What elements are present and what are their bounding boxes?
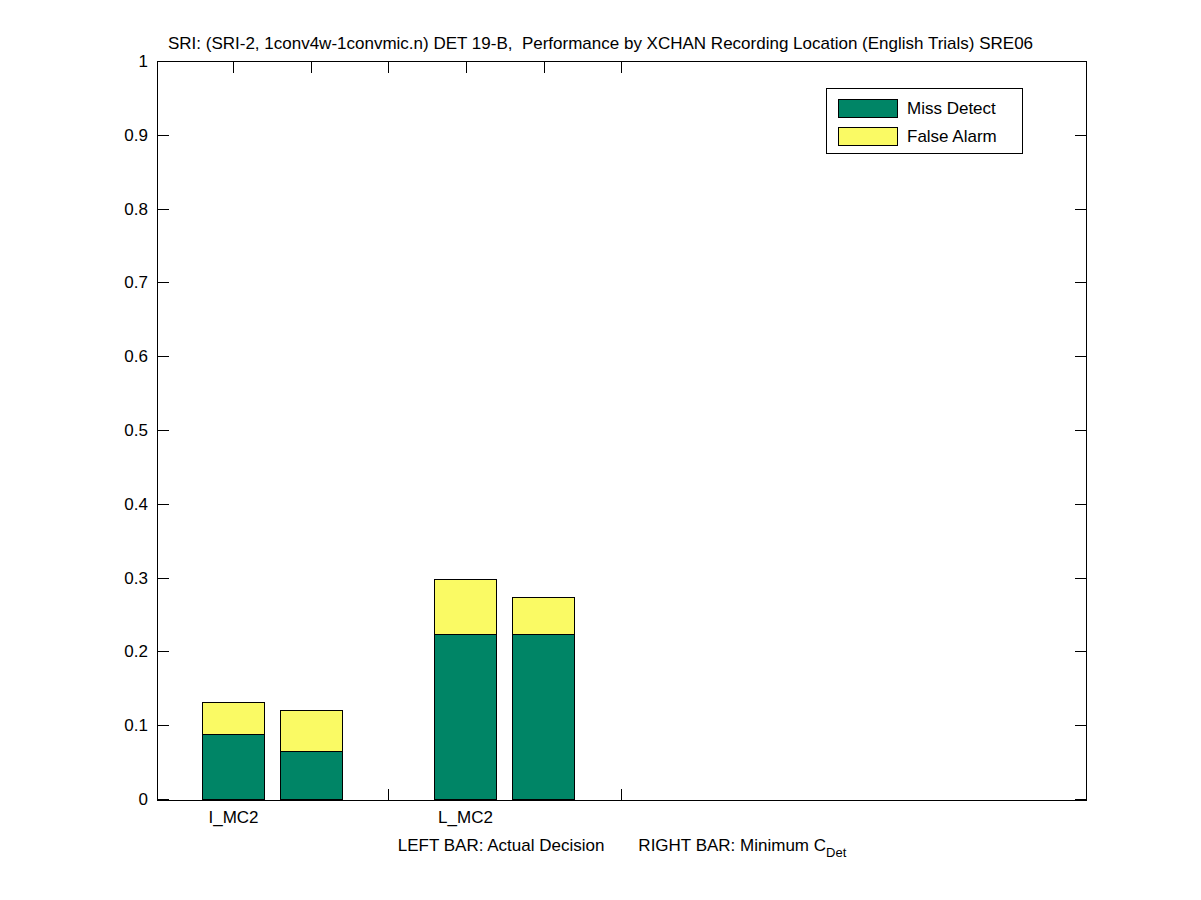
y-axis-tick: [1075, 504, 1086, 505]
y-axis-tick: [1075, 578, 1086, 579]
bar-segment-miss-detect: [512, 634, 575, 800]
y-axis-tick-label: 0.6: [0, 346, 148, 368]
bar-segment-false-alarm: [202, 702, 265, 735]
legend-row-miss-detect: Miss Detect: [827, 99, 1022, 118]
x-axis-tick: [621, 789, 622, 800]
y-axis-tick: [158, 430, 169, 431]
legend-row-false-alarm: False Alarm: [827, 127, 1022, 146]
y-axis-tick-label: 0.4: [0, 494, 148, 516]
x-axis-annotation: LEFT BAR: Actual Decision RIGHT BAR: Mini…: [157, 836, 1087, 856]
y-axis-tick: [1075, 135, 1086, 136]
bar-segment-miss-detect: [280, 751, 343, 800]
x-axis-tick-top: [388, 62, 389, 73]
figure: SRI: (SRI-2, 1conv4w-1convmic.n) DET 19-…: [0, 0, 1201, 900]
legend: Miss Detect False Alarm: [826, 88, 1023, 154]
y-axis-tick-label: 0.3: [0, 568, 148, 590]
y-axis-tick-label: 0.2: [0, 641, 148, 663]
category-label: I_MC2: [208, 808, 258, 828]
y-axis-tick: [1075, 356, 1086, 357]
legend-swatch-false-alarm: [838, 127, 898, 146]
x-axis-tick-top: [466, 62, 467, 73]
y-axis-tick: [1075, 430, 1086, 431]
y-axis-tick: [1075, 799, 1086, 800]
legend-label-miss-detect: Miss Detect: [907, 99, 996, 118]
y-axis-tick: [158, 578, 169, 579]
y-axis-tick: [158, 282, 169, 283]
y-axis-tick: [158, 356, 169, 357]
y-axis-tick: [158, 135, 169, 136]
y-axis-tick-label: 0.8: [0, 199, 148, 221]
y-axis-tick-label: 1: [0, 51, 148, 73]
y-axis-tick: [158, 725, 169, 726]
bar-segment-false-alarm: [512, 597, 575, 635]
y-axis-tick-label: 0.7: [0, 272, 148, 294]
y-axis-tick: [158, 209, 169, 210]
bar-segment-false-alarm: [280, 710, 343, 752]
y-axis-tick: [1075, 209, 1086, 210]
chart-title: SRI: (SRI-2, 1conv4w-1convmic.n) DET 19-…: [0, 34, 1201, 54]
y-axis-tick: [158, 61, 169, 62]
annotation-left-bar: LEFT BAR: Actual Decision: [398, 836, 605, 855]
x-axis-tick-top: [311, 62, 312, 73]
y-axis-tick-label: 0.1: [0, 715, 148, 737]
y-axis-tick: [1075, 61, 1086, 62]
x-axis-tick-top: [621, 62, 622, 73]
legend-swatch-miss-detect: [838, 99, 898, 118]
y-axis-tick-label: 0: [0, 789, 148, 811]
category-label: L_MC2: [438, 808, 493, 828]
x-axis-tick-top: [544, 62, 545, 73]
y-axis-tick: [1075, 651, 1086, 652]
annotation-right-bar: RIGHT BAR: Minimum C: [638, 836, 826, 855]
bar-segment-miss-detect: [434, 634, 497, 800]
y-axis-tick: [158, 651, 169, 652]
y-axis-tick: [158, 504, 169, 505]
y-axis-tick: [1075, 725, 1086, 726]
y-axis-tick: [1075, 282, 1086, 283]
legend-label-false-alarm: False Alarm: [907, 127, 997, 146]
x-axis-tick: [388, 789, 389, 800]
plot-area: I_MC2L_MC2: [157, 61, 1087, 801]
bar-segment-miss-detect: [202, 734, 265, 800]
y-axis-tick-label: 0.9: [0, 125, 148, 147]
y-axis-tick: [158, 799, 169, 800]
bar-segment-false-alarm: [434, 579, 497, 635]
x-axis-tick-top: [233, 62, 234, 73]
annotation-subscript: Det: [826, 845, 846, 860]
y-axis-tick-label: 0.5: [0, 420, 148, 442]
